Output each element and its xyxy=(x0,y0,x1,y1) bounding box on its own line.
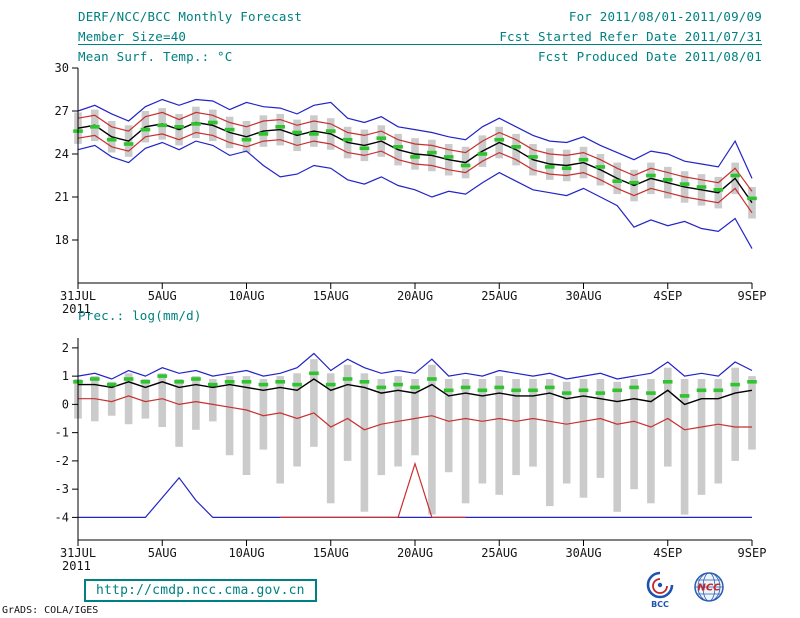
svg-text:-4: -4 xyxy=(55,510,69,524)
svg-text:4SEP: 4SEP xyxy=(653,546,682,560)
svg-text:31JUL: 31JUL xyxy=(60,546,96,560)
axis-tick-labels: -4 -3 -2 -1 0 1 2 31JUL 5AUG 10AUG 15AUG 20AUG 25AUG… xyxy=(55,341,767,573)
svg-text:30AUG: 30AUG xyxy=(565,289,601,303)
svg-text:9SEP: 9SEP xyxy=(738,546,767,560)
svg-text:24: 24 xyxy=(55,147,69,161)
svg-text:5AUG: 5AUG xyxy=(148,289,177,303)
svg-text:30: 30 xyxy=(55,61,69,75)
svg-text:21: 21 xyxy=(55,190,69,204)
svg-text:31JUL: 31JUL xyxy=(60,289,96,303)
series-ensemble-min xyxy=(77,140,753,249)
temp-chart-title: Mean Surf. Temp.: °C xyxy=(78,49,233,64)
svg-text:5AUG: 5AUG xyxy=(148,546,177,560)
svg-text:15AUG: 15AUG xyxy=(313,289,349,303)
header-divider xyxy=(78,44,762,45)
bcc-logo: BCC xyxy=(646,571,674,609)
series-ensemble-max xyxy=(77,352,753,380)
svg-text:4SEP: 4SEP xyxy=(653,289,682,303)
bcc-logo-mark xyxy=(646,571,674,599)
svg-text:20AUG: 20AUG xyxy=(397,289,433,303)
green-dash-markers xyxy=(73,371,757,398)
axes xyxy=(72,338,753,546)
series-upper-spread xyxy=(77,111,753,192)
svg-text:9SEP: 9SEP xyxy=(738,289,767,303)
axes xyxy=(72,67,753,289)
member-size-label: Member Size=40 xyxy=(78,29,187,44)
svg-text:1: 1 xyxy=(62,369,69,383)
svg-text:-3: -3 xyxy=(55,482,69,496)
svg-text:2011: 2011 xyxy=(62,302,91,316)
svg-text:15AUG: 15AUG xyxy=(313,546,349,560)
green-dash-markers xyxy=(73,120,757,201)
svg-text:10AUG: 10AUG xyxy=(228,289,264,303)
temperature-chart: 18 21 24 27 30 31JUL 5AUG 10AUG 15AUG 20AUG 25AUG 3… xyxy=(55,61,767,316)
ncc-logo-label: NCC xyxy=(697,583,721,594)
forecast-range-label: For 2011/08/01-2011/09/09 xyxy=(568,9,762,24)
grads-credit: GrADS: COLA/IGES xyxy=(2,605,99,616)
series-lower-spread-floor xyxy=(280,461,466,518)
svg-text:30AUG: 30AUG xyxy=(565,546,601,560)
svg-text:2: 2 xyxy=(62,341,69,355)
svg-text:18: 18 xyxy=(55,233,69,247)
svg-text:10AUG: 10AUG xyxy=(228,546,264,560)
svg-text:2011: 2011 xyxy=(62,559,91,573)
svg-text:27: 27 xyxy=(55,104,69,118)
precipitation-chart: -4 -3 -2 -1 0 1 2 31JUL 5AUG 10AUG 15AUG 20AUG 25AUG… xyxy=(55,338,767,573)
bcc-logo-label: BCC xyxy=(651,600,669,609)
series-lower-spread xyxy=(78,395,752,431)
svg-text:20AUG: 20AUG xyxy=(397,546,433,560)
svg-text:-1: -1 xyxy=(55,426,69,440)
svg-text:-2: -2 xyxy=(55,454,69,468)
svg-text:25AUG: 25AUG xyxy=(481,289,517,303)
series-ensemble-min xyxy=(78,476,752,518)
ensemble-range-bars xyxy=(74,106,756,219)
svg-text:0: 0 xyxy=(62,397,69,411)
series-ensemble-mean xyxy=(78,378,753,406)
svg-text:25AUG: 25AUG xyxy=(481,546,517,560)
website-url: http://cmdp.ncc.cma.gov.cn xyxy=(84,579,317,602)
prec-chart-title: Prec.: log(mm/d) xyxy=(78,308,202,323)
ncc-logo: NCC xyxy=(694,572,724,602)
plot-title: DERF/NCC/BCC Monthly Forecast xyxy=(78,9,303,24)
refer-date-label: Fcst Started Refer Date 2011/07/31 xyxy=(499,29,762,44)
ncc-globe-icon xyxy=(694,572,724,602)
ensemble-range-bars xyxy=(74,359,756,515)
produced-date-label: Fcst Produced Date 2011/08/01 xyxy=(537,49,762,64)
series-ensemble-mean xyxy=(77,121,753,204)
series-ensemble-max xyxy=(77,98,753,179)
axis-tick-labels: 18 21 24 27 30 31JUL 5AUG 10AUG 15AUG 20AUG 25AUG 3… xyxy=(55,61,767,316)
series-lower-spread xyxy=(77,131,753,214)
